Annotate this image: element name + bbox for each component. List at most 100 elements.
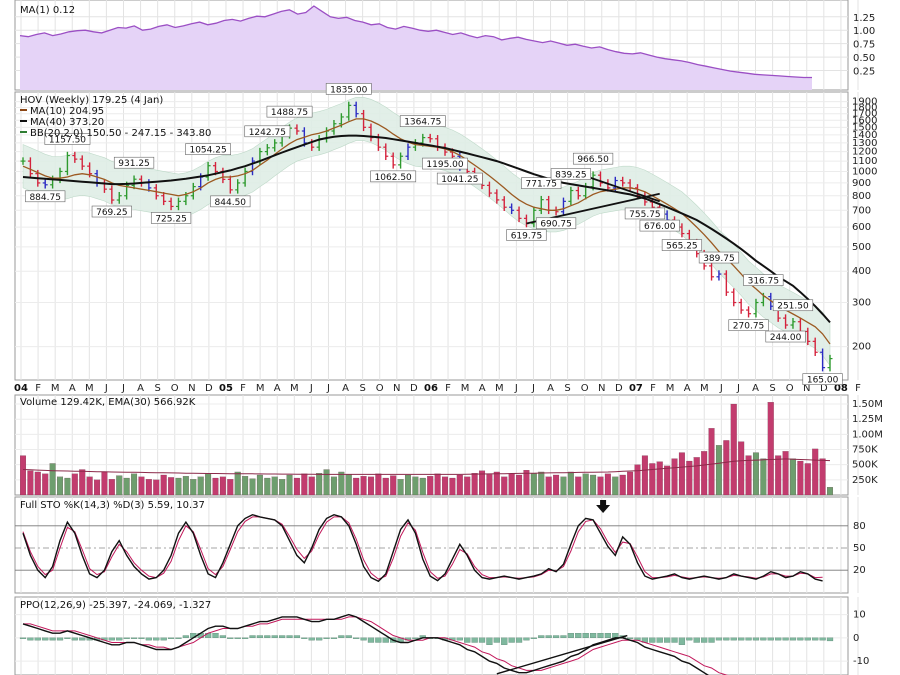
volume-bar xyxy=(516,474,523,496)
volume-bar xyxy=(219,476,226,496)
volume-bar xyxy=(279,479,286,496)
ppo-histogram-bar xyxy=(626,637,634,639)
x-tick-label: S xyxy=(564,383,570,394)
ppo-histogram-bar xyxy=(27,637,34,641)
volume-bar xyxy=(286,474,293,496)
legend-ma1: MA(1) 0.12 xyxy=(20,5,75,16)
ppo-histogram-bar xyxy=(175,637,182,639)
ppo-histogram-bar xyxy=(812,637,819,641)
ppo-histogram-bar xyxy=(353,637,360,639)
ppo-signal-line xyxy=(23,616,729,675)
ppo-histogram-bar xyxy=(382,637,389,643)
volume-bar xyxy=(708,428,715,496)
x-tick-label: J xyxy=(121,383,125,394)
ppo-histogram-bar xyxy=(538,635,545,638)
price-annotation: 884.75 xyxy=(25,190,66,203)
annotation-box xyxy=(266,105,313,118)
annotation-label: 1195.00 xyxy=(426,160,463,170)
ppo-histogram-bar xyxy=(108,637,115,641)
annotation-box xyxy=(802,373,843,385)
volume-bar xyxy=(812,448,819,496)
x-tick-label: A xyxy=(479,383,486,394)
annotation-label: 771.75 xyxy=(526,180,558,190)
volume-bar xyxy=(597,476,604,496)
volume-bar xyxy=(442,476,448,496)
volume-bar xyxy=(34,471,41,496)
ppo-histogram-bar xyxy=(552,635,560,638)
annotation-label: 1041.25 xyxy=(441,175,478,185)
ppo-histogram-bar xyxy=(330,637,338,639)
volume-bar xyxy=(671,458,678,496)
annotation-box xyxy=(244,125,291,138)
x-tick-label: 06 xyxy=(424,383,438,394)
volume-bar xyxy=(205,473,212,496)
annotation-box xyxy=(113,156,155,169)
price-annotation: 1364.75 xyxy=(399,115,446,128)
price-annotation: 316.75 xyxy=(743,274,784,287)
y-tick-label: 400 xyxy=(852,266,871,277)
ppo-histogram-bar xyxy=(686,637,693,641)
volume-bar xyxy=(271,476,278,496)
volume-bar xyxy=(345,474,352,496)
annotation-box xyxy=(399,115,446,127)
y-tick-label: 0.25 xyxy=(853,67,875,78)
volume-bar xyxy=(693,457,700,496)
ppo-histogram-bar xyxy=(19,637,27,639)
annotation-box xyxy=(325,83,372,95)
volume-bar xyxy=(94,479,101,496)
volume-bar xyxy=(227,479,234,496)
annotation-label: 966.50 xyxy=(577,155,609,165)
y-tick-label: 800 xyxy=(852,191,871,202)
ma1-line xyxy=(19,5,812,79)
volume-bar xyxy=(405,474,411,496)
volume-bar xyxy=(42,473,49,496)
y-tick-label: 600 xyxy=(852,222,871,233)
ppo-histogram-bar xyxy=(693,637,700,643)
x-tick-label: A xyxy=(342,383,349,394)
x-tick-label: A xyxy=(274,383,281,394)
y-tick-label: 0.50 xyxy=(853,53,875,64)
annotation-label: 844.50 xyxy=(215,198,247,208)
x-tick-label: S xyxy=(359,383,365,394)
annotation-label: 1062.50 xyxy=(375,173,412,183)
x-tick-label: J xyxy=(326,383,330,394)
x-tick-label: S xyxy=(769,383,775,394)
annotation-label: 251.50 xyxy=(777,302,809,312)
ppo-histogram-bar xyxy=(456,637,463,641)
price-annotation: 1195.00 xyxy=(422,157,468,170)
price-annotation: 1242.75 xyxy=(244,125,291,138)
y-tick-label: -10 xyxy=(853,656,869,667)
ppo-histogram-bar xyxy=(589,633,597,638)
y-tick-label: 1.50M xyxy=(852,399,883,410)
ppo-histogram-bar xyxy=(752,637,760,641)
ppo-histogram-bar xyxy=(597,633,604,638)
ppo-histogram-bar xyxy=(464,637,471,643)
volume-bar xyxy=(553,474,560,496)
annotation-box xyxy=(639,219,680,232)
ppo-histogram-bar xyxy=(116,637,123,641)
ppo-histogram-bar xyxy=(182,635,189,638)
annotation-label: 839.25 xyxy=(555,171,587,181)
price-annotation: 690.75 xyxy=(535,217,577,230)
price-annotation: 270.75 xyxy=(728,319,769,332)
ppo-histogram-bar xyxy=(301,637,308,639)
x-tick-label: M xyxy=(700,383,709,394)
y-tick-label: 500K xyxy=(852,460,878,471)
price-annotation: 844.50 xyxy=(210,195,251,208)
ppo-histogram-bar xyxy=(730,637,737,641)
y-tick-label: 1200 xyxy=(852,147,877,158)
ppo-histogram-bar xyxy=(767,637,774,641)
volume-bar xyxy=(86,476,93,496)
ppo-histogram-bar xyxy=(71,637,78,641)
price-annotation: 251.50 xyxy=(772,299,814,312)
ppo-histogram-bar xyxy=(560,635,567,638)
legend-price: HOV (Weekly) 179.25 (4 Jan) xyxy=(20,95,163,106)
ppo-histogram-bar xyxy=(323,637,330,639)
volume-bar xyxy=(538,471,545,496)
x-tick-label: J xyxy=(104,383,108,394)
y-tick-label: 1900 xyxy=(852,97,877,108)
annotation-box xyxy=(150,212,192,224)
ppo-histogram-bar xyxy=(789,637,797,641)
volume-bar xyxy=(627,471,634,496)
annotation-box xyxy=(521,177,562,189)
